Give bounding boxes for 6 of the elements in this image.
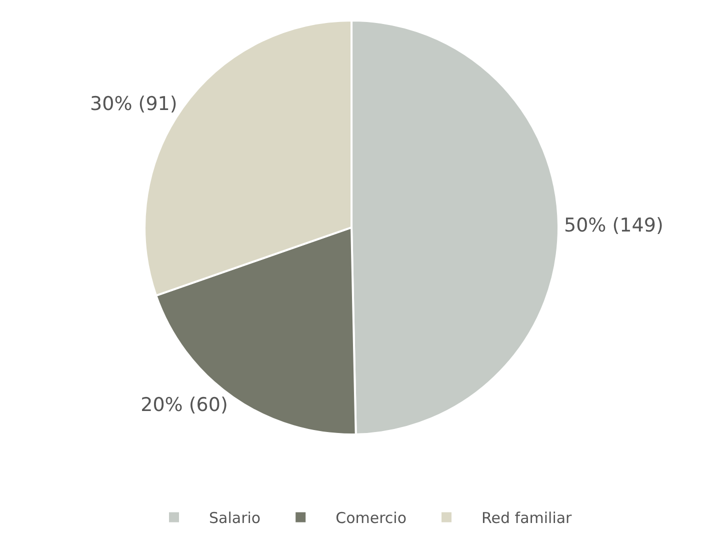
legend-label: Red familiar xyxy=(482,509,573,528)
data-label: 50% (149) xyxy=(564,214,664,236)
data-label: 30% (91) xyxy=(90,92,178,115)
legend-label: Salario xyxy=(209,509,261,528)
legend-label: Comercio xyxy=(336,509,407,528)
data-label: 20% (60) xyxy=(140,394,228,416)
